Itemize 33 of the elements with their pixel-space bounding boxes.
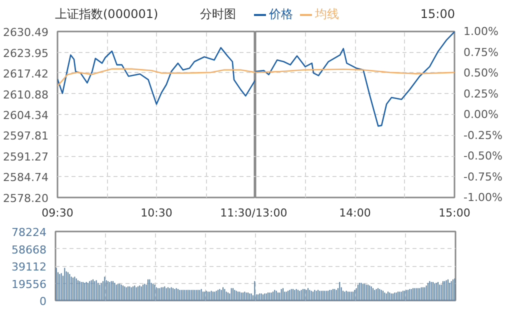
chart-title: 上证指数(000001): [55, 6, 158, 23]
y-tick-label: 2630.49: [3, 26, 49, 39]
y-tick-label: 0: [40, 295, 46, 308]
text: 15:00: [420, 6, 455, 23]
y-tick-label: 58668: [12, 243, 47, 256]
y-tick-label: 2591.27: [3, 150, 49, 164]
legend-label: 均线: [314, 6, 339, 23]
text: -0.50%: [464, 150, 502, 162]
y-tick-label: 2597.81: [3, 130, 49, 143]
text: -0.25%: [464, 128, 502, 142]
legend-label: 价格: [268, 6, 293, 23]
text: -1.00%: [464, 191, 502, 204]
y-tick-label: 39112: [12, 260, 47, 274]
x-tick-label: 10:30: [140, 206, 172, 220]
x-tick-label: 15:00: [438, 206, 470, 220]
text: 0.75%: [464, 46, 498, 59]
y-tick-label: 78224: [12, 226, 47, 239]
text: 0.25%: [464, 87, 498, 100]
y-tick-label: 2617.42: [3, 67, 49, 80]
y-tick-label: 2578.20: [3, 192, 49, 205]
y-tick-label: 19556: [12, 278, 47, 291]
chart-subtitle: 分时图: [200, 6, 236, 23]
text: 1.00%: [464, 25, 498, 38]
text: 0.00%: [464, 108, 498, 121]
x-tick-label: 13:00: [256, 206, 288, 220]
x-tick-label: 09:30: [42, 206, 74, 220]
y-tick-label: 2610.88: [3, 88, 49, 102]
y-tick-label: 2604.34: [3, 109, 49, 122]
y-tick-label: 2623.95: [3, 46, 49, 60]
text: 0.50%: [464, 66, 498, 80]
x-tick-label: 14:00: [339, 206, 371, 220]
y-tick-label: 2584.74: [3, 171, 49, 184]
text: -0.75%: [464, 170, 502, 184]
